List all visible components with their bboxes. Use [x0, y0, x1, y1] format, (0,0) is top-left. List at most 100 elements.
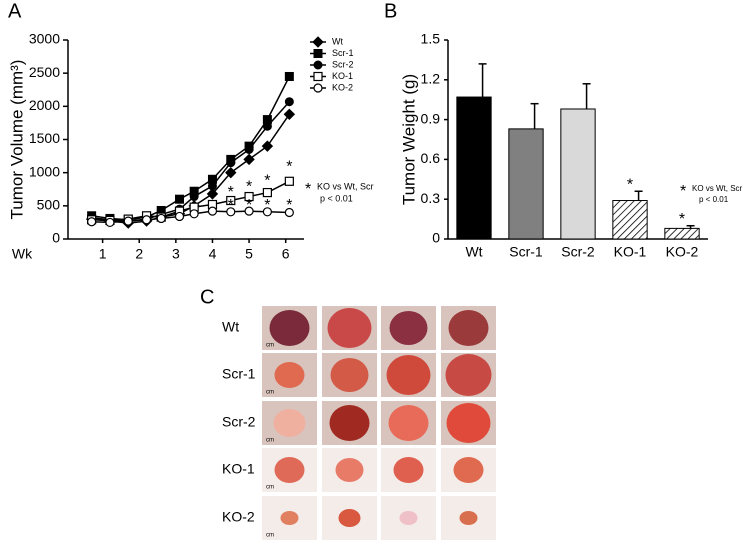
y-tick-label: 0.9	[421, 110, 441, 126]
marker	[207, 206, 218, 216]
tumor	[386, 355, 431, 395]
marker	[226, 158, 236, 168]
bar	[456, 96, 492, 240]
x-tick-label: Scr-1	[509, 244, 543, 260]
y-tick-label: 0	[52, 230, 60, 246]
note-text: KO vs Wt, Scr	[317, 181, 374, 191]
y-tick-label: 0	[432, 230, 440, 246]
marker	[261, 140, 274, 152]
tumor	[399, 511, 418, 525]
legend-marker	[312, 36, 324, 48]
marker	[141, 215, 152, 225]
scale-label: cm	[266, 533, 274, 539]
legend-label: KO-1	[332, 71, 353, 81]
tumor	[280, 511, 299, 525]
x-tick-label: Wt	[465, 244, 482, 260]
marker	[283, 108, 296, 121]
tumor	[274, 362, 305, 388]
bar	[664, 227, 700, 240]
significance-mark: *	[679, 211, 685, 228]
scale-label: cm	[266, 485, 274, 491]
marker	[87, 217, 97, 227]
marker	[226, 195, 236, 206]
significance-mark: *	[228, 184, 234, 201]
tumor	[338, 509, 361, 527]
marker	[284, 207, 294, 218]
marker	[262, 187, 272, 198]
x-tick-label: 3	[172, 246, 180, 262]
scale-label: cm	[266, 343, 274, 349]
tumor	[269, 310, 310, 346]
legend-label: Scr-2	[332, 59, 354, 69]
marker	[284, 97, 294, 107]
tumor	[330, 358, 369, 392]
panel-label: C	[200, 286, 214, 308]
marker	[226, 207, 236, 217]
marker	[284, 71, 294, 81]
note-marker: *	[305, 181, 311, 198]
significance-mark: *	[246, 178, 252, 195]
significance-mark: *	[264, 197, 270, 214]
marker	[284, 176, 294, 186]
legend-marker	[313, 71, 323, 82]
marker	[244, 191, 254, 202]
legend-label: Wt	[332, 36, 343, 46]
significance-mark: *	[228, 197, 234, 214]
y-tick-label: 1.5	[421, 31, 441, 47]
x-tick-label: 1	[99, 246, 107, 262]
significance-mark: *	[264, 173, 270, 190]
y-tick-label: 0.6	[421, 150, 441, 166]
legend-marker	[313, 83, 323, 93]
tumor	[446, 403, 491, 443]
note-text: p < 0.01	[699, 195, 729, 204]
y-tick-label: 1500	[29, 130, 60, 146]
marker	[225, 166, 237, 179]
significance-mark: *	[246, 197, 252, 214]
legend-label: KO-2	[332, 82, 353, 92]
x-tick-label: Scr-2	[561, 244, 595, 260]
tumor	[329, 405, 370, 441]
scale-label: cm	[266, 390, 274, 396]
significance-mark: *	[286, 197, 292, 214]
bar	[612, 200, 648, 240]
tumor	[459, 511, 478, 525]
y-tick-label: 3000	[29, 31, 60, 47]
row-label: Wt	[222, 319, 239, 335]
x-axis-label: Wk	[12, 246, 33, 262]
legend-label: Scr-1	[332, 48, 354, 58]
y-tick-label: 500	[37, 197, 61, 213]
panel-label: B	[384, 0, 397, 22]
y-tick-label: 2500	[29, 64, 60, 80]
marker	[156, 213, 166, 224]
x-tick-label: 5	[245, 246, 253, 262]
tumor	[448, 310, 489, 346]
tumor	[393, 457, 424, 483]
y-tick-label: 1000	[29, 163, 60, 179]
significance-mark: *	[627, 176, 633, 193]
row-label: KO-1	[222, 461, 255, 477]
tumor	[453, 457, 484, 483]
bar	[560, 108, 596, 240]
marker	[175, 194, 185, 204]
tumor	[388, 405, 429, 441]
marker	[244, 144, 254, 154]
significance-mark: *	[286, 159, 292, 176]
legend-marker	[313, 60, 323, 70]
marker	[262, 207, 272, 217]
y-axis-label: Tumor Weight (g)	[399, 74, 418, 205]
tumor	[445, 354, 492, 396]
x-tick-label: KO-2	[666, 244, 699, 260]
marker	[244, 206, 254, 216]
y-tick-label: 1.2	[421, 71, 441, 87]
tumor	[274, 457, 305, 483]
row-label: Scr-2	[222, 414, 256, 430]
marker	[105, 217, 115, 228]
marker	[174, 211, 185, 222]
scale-label: cm	[266, 438, 274, 444]
x-tick-label: KO-1	[614, 244, 647, 260]
note-text: KO vs Wt, Scr	[692, 184, 743, 193]
tumor	[327, 308, 372, 348]
tumor	[335, 458, 364, 482]
panel-label: A	[8, 0, 22, 22]
marker	[262, 121, 272, 131]
